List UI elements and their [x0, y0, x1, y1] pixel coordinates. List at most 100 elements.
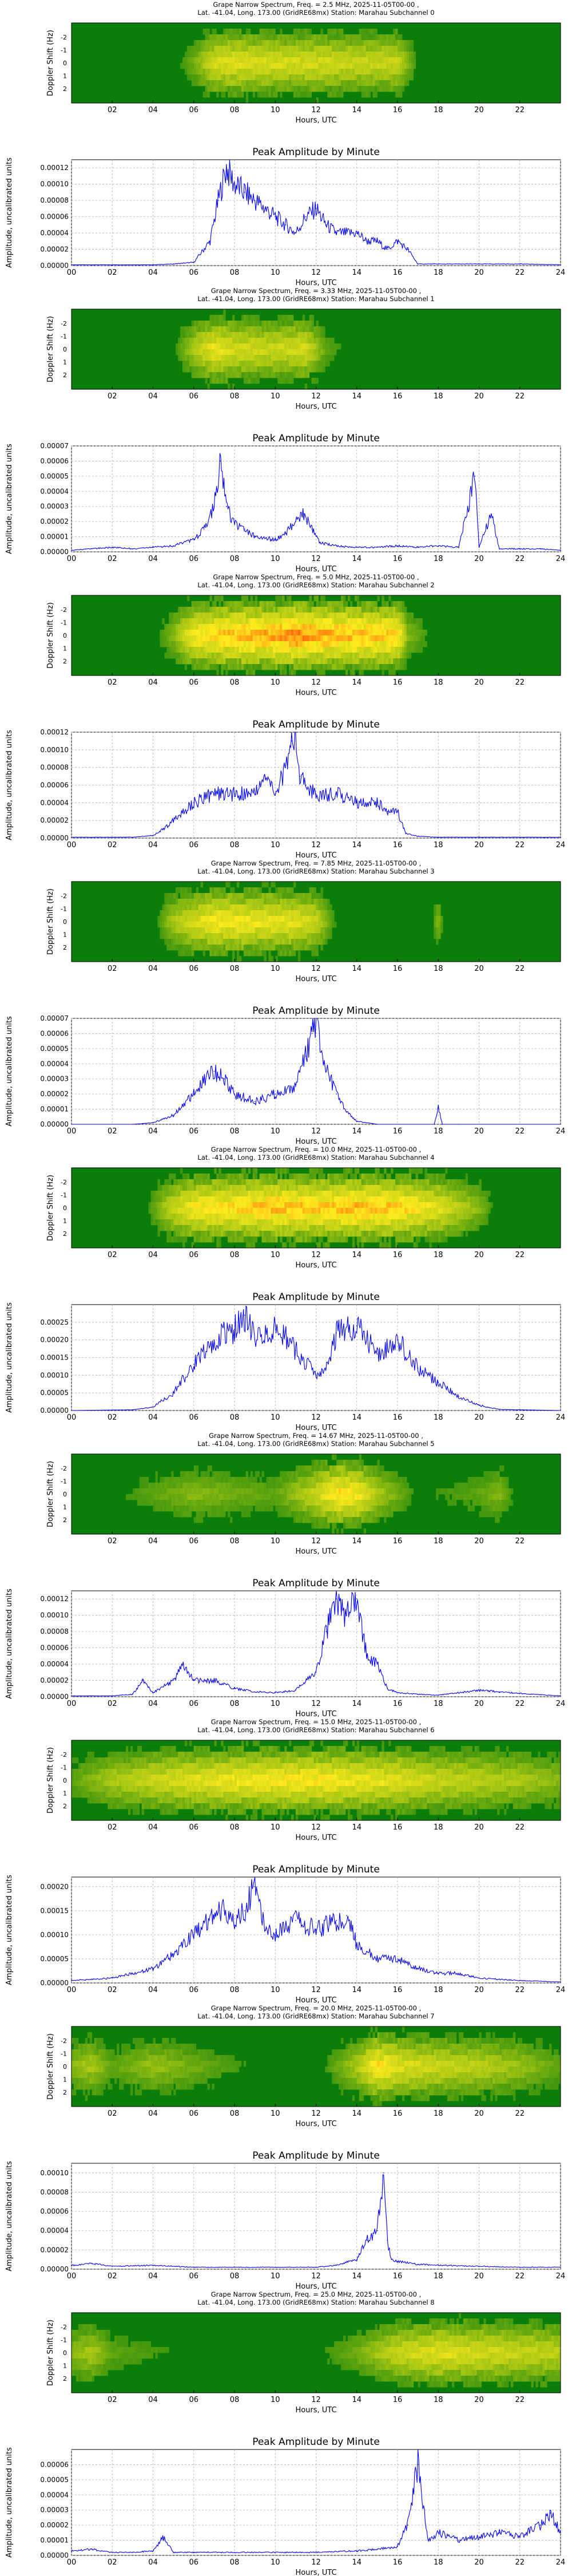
line-chart-xtick-label: 18	[434, 555, 443, 563]
heatmap-cell	[327, 641, 330, 647]
heatmap-cell	[176, 1225, 178, 1231]
heatmap-cell	[241, 618, 244, 625]
heatmap-cell	[202, 1179, 205, 1186]
heatmap-cell	[382, 658, 384, 665]
heatmap-cell	[241, 1231, 244, 1237]
heatmap-cell	[372, 653, 375, 659]
heatmap-cell	[221, 1219, 224, 1226]
heatmap-cell	[366, 664, 368, 670]
heatmap-cell	[230, 887, 233, 894]
heatmap-cell	[277, 595, 280, 602]
heatmap-cell	[243, 378, 247, 384]
heatmap-cell	[329, 343, 332, 350]
heatmap-cell	[332, 69, 335, 75]
heatmap-cell	[280, 887, 283, 894]
heatmap-cell	[236, 40, 240, 46]
heatmap-cell	[259, 933, 262, 939]
heatmap-cell	[252, 1242, 256, 1249]
heatmap-cell	[248, 635, 251, 642]
heatmap-cell	[356, 80, 360, 86]
heatmap-cell	[216, 1219, 219, 1226]
heatmap-cell	[311, 601, 314, 607]
heatmap-cell	[243, 80, 247, 86]
heatmap-cell	[225, 321, 228, 327]
heatmap-cell	[356, 52, 360, 58]
heatmap-cell	[171, 927, 174, 934]
heatmap-cell	[205, 321, 208, 327]
heatmap-cell	[250, 899, 253, 905]
heatmap-cell	[320, 945, 323, 951]
heatmap-cell	[223, 355, 226, 361]
heatmap-cell	[354, 86, 357, 92]
heatmap-cell	[284, 1174, 287, 1180]
heatmap-cell	[241, 46, 244, 52]
heatmap-cell	[193, 361, 197, 367]
heatmap-cell	[356, 601, 360, 607]
spectrogram-ytick-label: 2	[63, 372, 67, 379]
heatmap-cell	[198, 46, 201, 52]
heatmap-cell	[214, 1179, 217, 1186]
heatmap-cell	[320, 658, 323, 665]
heatmap-cell	[375, 86, 378, 92]
line-chart-xtick-label: 02	[108, 841, 117, 850]
heatmap-cell	[235, 607, 237, 613]
heatmap-cell	[282, 326, 285, 333]
heatmap-cell	[311, 910, 314, 916]
heatmap-cell	[393, 40, 396, 46]
heatmap-cell	[323, 52, 325, 58]
heatmap-cell	[239, 922, 242, 928]
heatmap-cell	[252, 904, 256, 911]
heatmap-cell	[391, 69, 394, 75]
amplitude-point	[491, 513, 492, 515]
heatmap-cell	[245, 92, 249, 98]
heatmap-cell	[193, 635, 197, 642]
heatmap-cell	[261, 933, 264, 939]
heatmap-cell	[264, 1179, 267, 1186]
heatmap-cell	[352, 670, 355, 676]
heatmap-cell	[248, 355, 251, 361]
heatmap-cell	[329, 927, 332, 934]
heatmap-cell	[366, 74, 368, 81]
heatmap-cell	[275, 1214, 278, 1220]
heatmap-cell	[266, 1214, 269, 1220]
heatmap-cell	[221, 63, 224, 69]
heatmap-cell	[264, 945, 267, 951]
heatmap-cell	[180, 1179, 183, 1186]
heatmap-cell	[377, 658, 380, 665]
heatmap-cell	[186, 355, 190, 361]
heatmap-cell	[196, 1219, 199, 1226]
heatmap-cell	[282, 945, 285, 951]
heatmap-cell	[291, 670, 294, 676]
heatmap-cell	[415, 647, 419, 653]
heatmap-cell	[214, 1231, 217, 1237]
heatmap-cell	[214, 40, 217, 46]
line-chart-xtick-label: 16	[393, 841, 403, 850]
heatmap-cell	[250, 624, 253, 630]
heatmap-cell	[248, 1168, 251, 1174]
heatmap-cell	[200, 933, 203, 939]
heatmap-cell	[205, 80, 208, 86]
heatmap-cell	[352, 69, 355, 75]
heatmap-cell	[245, 904, 249, 911]
heatmap-cell	[243, 664, 247, 670]
heatmap-cell	[304, 74, 308, 81]
heatmap-cell	[287, 63, 289, 69]
heatmap-cell	[186, 1202, 190, 1208]
heatmap-cell	[349, 624, 353, 630]
heatmap-cell	[336, 630, 339, 636]
heatmap-cell	[277, 618, 280, 625]
heatmap-cell	[393, 46, 396, 52]
heatmap-cell	[388, 595, 391, 602]
heatmap-cell	[236, 52, 240, 58]
heatmap-cell	[221, 1214, 224, 1220]
heatmap-cell	[352, 647, 355, 653]
heatmap-cell	[277, 34, 280, 41]
heatmap-cell	[264, 956, 267, 962]
heatmap-cell	[320, 904, 323, 911]
heatmap-cell	[436, 927, 439, 934]
heatmap-cell	[236, 653, 240, 659]
heatmap-cell	[359, 641, 362, 647]
heatmap-cell	[275, 939, 278, 945]
heatmap-cell	[277, 653, 280, 659]
heatmap-cell	[284, 658, 287, 665]
